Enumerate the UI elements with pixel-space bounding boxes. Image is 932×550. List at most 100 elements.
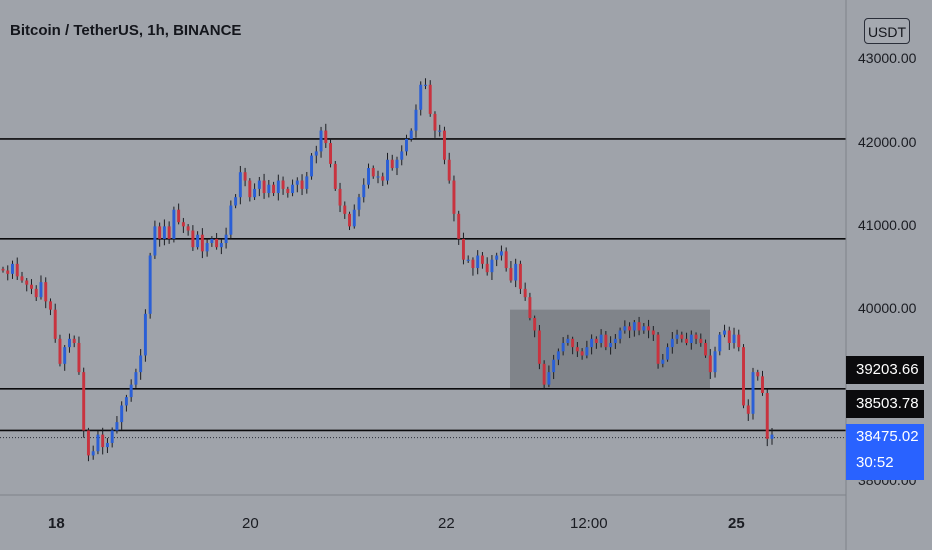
candle-down[interactable]	[699, 338, 703, 343]
candle-down[interactable]	[533, 317, 537, 331]
candle-down[interactable]	[262, 180, 266, 194]
candle-down[interactable]	[428, 84, 432, 114]
candle-down[interactable]	[200, 234, 204, 252]
candle-up[interactable]	[499, 251, 503, 256]
candle-down[interactable]	[694, 334, 698, 339]
candle-up[interactable]	[153, 226, 157, 256]
candle-down[interactable]	[433, 113, 437, 131]
candle-down[interactable]	[537, 330, 541, 364]
candle-up[interactable]	[666, 347, 670, 360]
candle-up[interactable]	[689, 334, 693, 343]
candle-down[interactable]	[742, 347, 745, 406]
candle-down[interactable]	[25, 280, 29, 285]
candle-up[interactable]	[143, 313, 147, 356]
candle-down[interactable]	[452, 180, 456, 214]
candle-down[interactable]	[471, 259, 475, 269]
candle-up[interactable]	[11, 263, 14, 274]
candle-down[interactable]	[34, 288, 38, 298]
candle-up[interactable]	[670, 338, 674, 348]
candle-up[interactable]	[713, 351, 717, 373]
candle-down[interactable]	[348, 213, 351, 227]
candle-down[interactable]	[580, 351, 584, 356]
candle-down[interactable]	[215, 238, 219, 248]
candle-up[interactable]	[367, 168, 370, 185]
candle-down[interactable]	[167, 226, 171, 239]
candle-up[interactable]	[395, 159, 399, 169]
candle-up[interactable]	[110, 430, 114, 443]
candle-down[interactable]	[381, 176, 385, 181]
candle-down[interactable]	[329, 143, 333, 164]
candle-down[interactable]	[485, 263, 489, 273]
candle-up[interactable]	[205, 243, 209, 252]
candle-down[interactable]	[528, 297, 532, 318]
candle-up[interactable]	[162, 226, 166, 239]
candle-down[interactable]	[594, 338, 598, 343]
candle-down[interactable]	[48, 301, 52, 310]
candle-down[interactable]	[272, 184, 276, 194]
candle-down[interactable]	[765, 392, 769, 439]
candle-down[interactable]	[575, 347, 579, 352]
candle-up[interactable]	[623, 326, 627, 331]
candle-up[interactable]	[134, 372, 138, 385]
candle-up[interactable]	[476, 255, 480, 269]
candle-up[interactable]	[585, 347, 589, 356]
candle-down[interactable]	[685, 338, 689, 343]
candle-up[interactable]	[314, 151, 318, 156]
candle-down[interactable]	[343, 205, 347, 214]
candle-up[interactable]	[257, 180, 261, 189]
candle-down[interactable]	[756, 372, 760, 377]
candle-up[interactable]	[115, 422, 119, 431]
candle-down[interactable]	[58, 338, 62, 364]
candle-up[interactable]	[618, 330, 622, 339]
candle-down[interactable]	[737, 334, 741, 348]
candle-up[interactable]	[67, 338, 71, 348]
candle-down[interactable]	[509, 268, 513, 281]
candle-down[interactable]	[286, 188, 290, 194]
candle-up[interactable]	[613, 338, 617, 343]
candle-up[interactable]	[718, 334, 722, 352]
candle-up[interactable]	[632, 322, 636, 331]
candle-down[interactable]	[300, 180, 304, 189]
candle-down[interactable]	[542, 363, 546, 385]
candle-up[interactable]	[276, 180, 280, 194]
candle-up[interactable]	[229, 205, 233, 235]
candle-up[interactable]	[376, 176, 380, 178]
candle-up[interactable]	[770, 434, 774, 439]
candle-up[interactable]	[495, 255, 499, 260]
candle-down[interactable]	[1, 268, 5, 271]
candle-down[interactable]	[82, 372, 86, 431]
candle-up[interactable]	[357, 197, 361, 210]
candle-down[interactable]	[680, 334, 684, 339]
candle-up[interactable]	[400, 151, 404, 160]
candle-up[interactable]	[561, 342, 565, 352]
candle-up[interactable]	[196, 234, 200, 248]
candle-up[interactable]	[234, 197, 238, 206]
candle-up[interactable]	[424, 84, 427, 86]
candle-down[interactable]	[72, 338, 76, 343]
candle-up[interactable]	[305, 176, 309, 189]
candle-down[interactable]	[281, 180, 285, 189]
candle-down[interactable]	[243, 172, 247, 181]
candle-up[interactable]	[552, 359, 556, 373]
candle-up[interactable]	[490, 259, 494, 273]
candle-up[interactable]	[352, 209, 356, 227]
candle-up[interactable]	[172, 209, 176, 239]
candle-up[interactable]	[723, 330, 727, 335]
candle-down[interactable]	[746, 405, 750, 414]
candle-down[interactable]	[338, 188, 342, 206]
candle-down[interactable]	[518, 263, 522, 289]
candle-down[interactable]	[101, 434, 105, 448]
candle-down[interactable]	[704, 342, 708, 356]
candle-up[interactable]	[238, 172, 242, 198]
candle-up[interactable]	[751, 372, 755, 414]
candle-down[interactable]	[181, 222, 185, 227]
candle-up[interactable]	[129, 384, 133, 398]
candle-up[interactable]	[599, 334, 603, 343]
candle-up[interactable]	[405, 138, 408, 152]
candle-up[interactable]	[319, 130, 323, 152]
candle-up[interactable]	[466, 259, 470, 261]
candle-down[interactable]	[248, 180, 252, 198]
candle-down[interactable]	[390, 159, 394, 169]
candle-up[interactable]	[556, 351, 560, 360]
candle-up[interactable]	[139, 355, 143, 373]
